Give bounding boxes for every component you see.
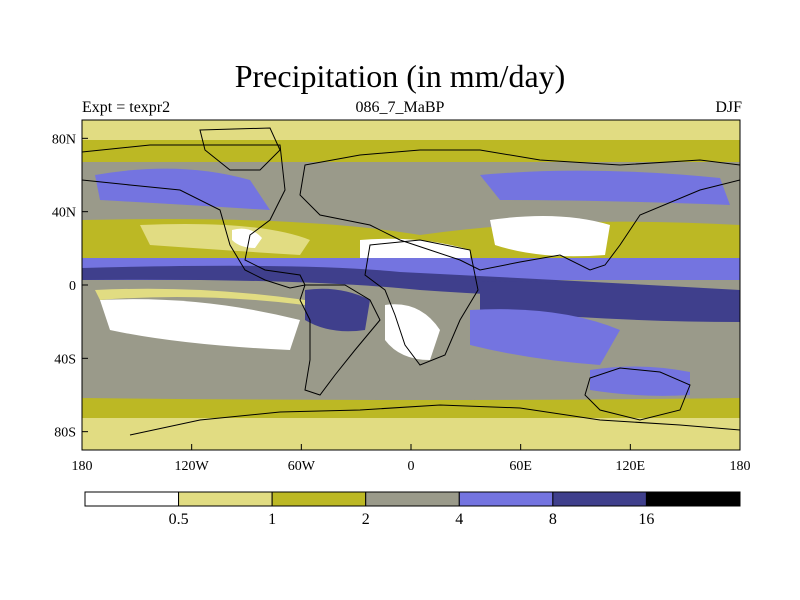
season-label: DJF bbox=[715, 99, 742, 116]
x-tick-label-4: 60E bbox=[509, 459, 532, 474]
x-tick-label-5: 120E bbox=[616, 459, 646, 474]
x-tick-label-2: 60W bbox=[288, 459, 316, 474]
australia-outline bbox=[584, 367, 691, 421]
x-tick-label-0: 180 bbox=[72, 459, 93, 474]
band-arctic-yellow bbox=[82, 120, 740, 142]
x-tick-label-3: 0 bbox=[408, 459, 415, 474]
y-axis: 80N 40N 0 40S 80S bbox=[52, 132, 88, 441]
greenland-outline bbox=[199, 127, 281, 171]
colorbar-label-0: 0.5 bbox=[169, 511, 189, 528]
south-america-outline bbox=[299, 284, 381, 396]
colorbar-swatch-1 bbox=[178, 491, 273, 507]
africa-outline bbox=[364, 239, 479, 366]
colorbar-label-5: 16 bbox=[638, 511, 654, 528]
colorbar-label-4: 8 bbox=[549, 511, 557, 528]
pacific-dry-small bbox=[232, 228, 262, 248]
antarctica-outline bbox=[129, 404, 740, 436]
y-tick-label-4: 80S bbox=[54, 426, 76, 441]
colorbar-swatch-3 bbox=[365, 491, 460, 507]
experiment-label: Expt = texpr2 bbox=[82, 99, 171, 116]
x-tick-label-1: 120W bbox=[175, 459, 210, 474]
colorbar-label-1: 1 bbox=[268, 511, 276, 528]
eurasia-outline bbox=[299, 149, 740, 271]
map-title: Precipitation (in mm/day) bbox=[234, 58, 566, 94]
y-tick-label-3: 40S bbox=[54, 352, 76, 367]
coastlines bbox=[82, 127, 740, 436]
north-atlantic-storm-track bbox=[95, 168, 270, 210]
x-tick-label-6: 180 bbox=[730, 459, 751, 474]
south-pacific-dry bbox=[100, 299, 300, 350]
colorbar-label-3: 4 bbox=[455, 511, 463, 528]
y-tick-label-2: 0 bbox=[69, 279, 76, 294]
australia-wet bbox=[590, 366, 690, 396]
north-pacific-storm-track bbox=[480, 170, 730, 205]
north-america-outline bbox=[82, 144, 306, 289]
north-subtropic-yellow bbox=[140, 224, 310, 255]
south-pacific-yellow-rim bbox=[95, 288, 305, 305]
y-tick-label-1: 40N bbox=[52, 206, 76, 221]
colorbar-label-2: 2 bbox=[362, 511, 370, 528]
pacific-dry-north bbox=[490, 216, 610, 257]
x-axis: 180 120W 60W 0 60E 120E 180 bbox=[72, 444, 751, 474]
south-storm-track bbox=[82, 375, 740, 400]
colorbar-swatch-2 bbox=[271, 491, 367, 507]
indian-ocean-wet bbox=[470, 309, 620, 365]
y-tick-label-0: 80N bbox=[52, 132, 76, 147]
colorbar-swatch-5 bbox=[552, 491, 647, 507]
precipitation-field bbox=[82, 120, 740, 450]
south-atlantic-dry bbox=[385, 304, 440, 360]
period-label: 086_7_MaBP bbox=[355, 99, 445, 116]
colorbar: 0.5 1 2 4 8 16 bbox=[84, 491, 741, 528]
south-america-wet bbox=[305, 288, 370, 332]
colorbar-swatch-4 bbox=[458, 491, 554, 507]
colorbar-swatch-6 bbox=[645, 491, 741, 507]
colorbar-swatch-0 bbox=[84, 491, 180, 507]
